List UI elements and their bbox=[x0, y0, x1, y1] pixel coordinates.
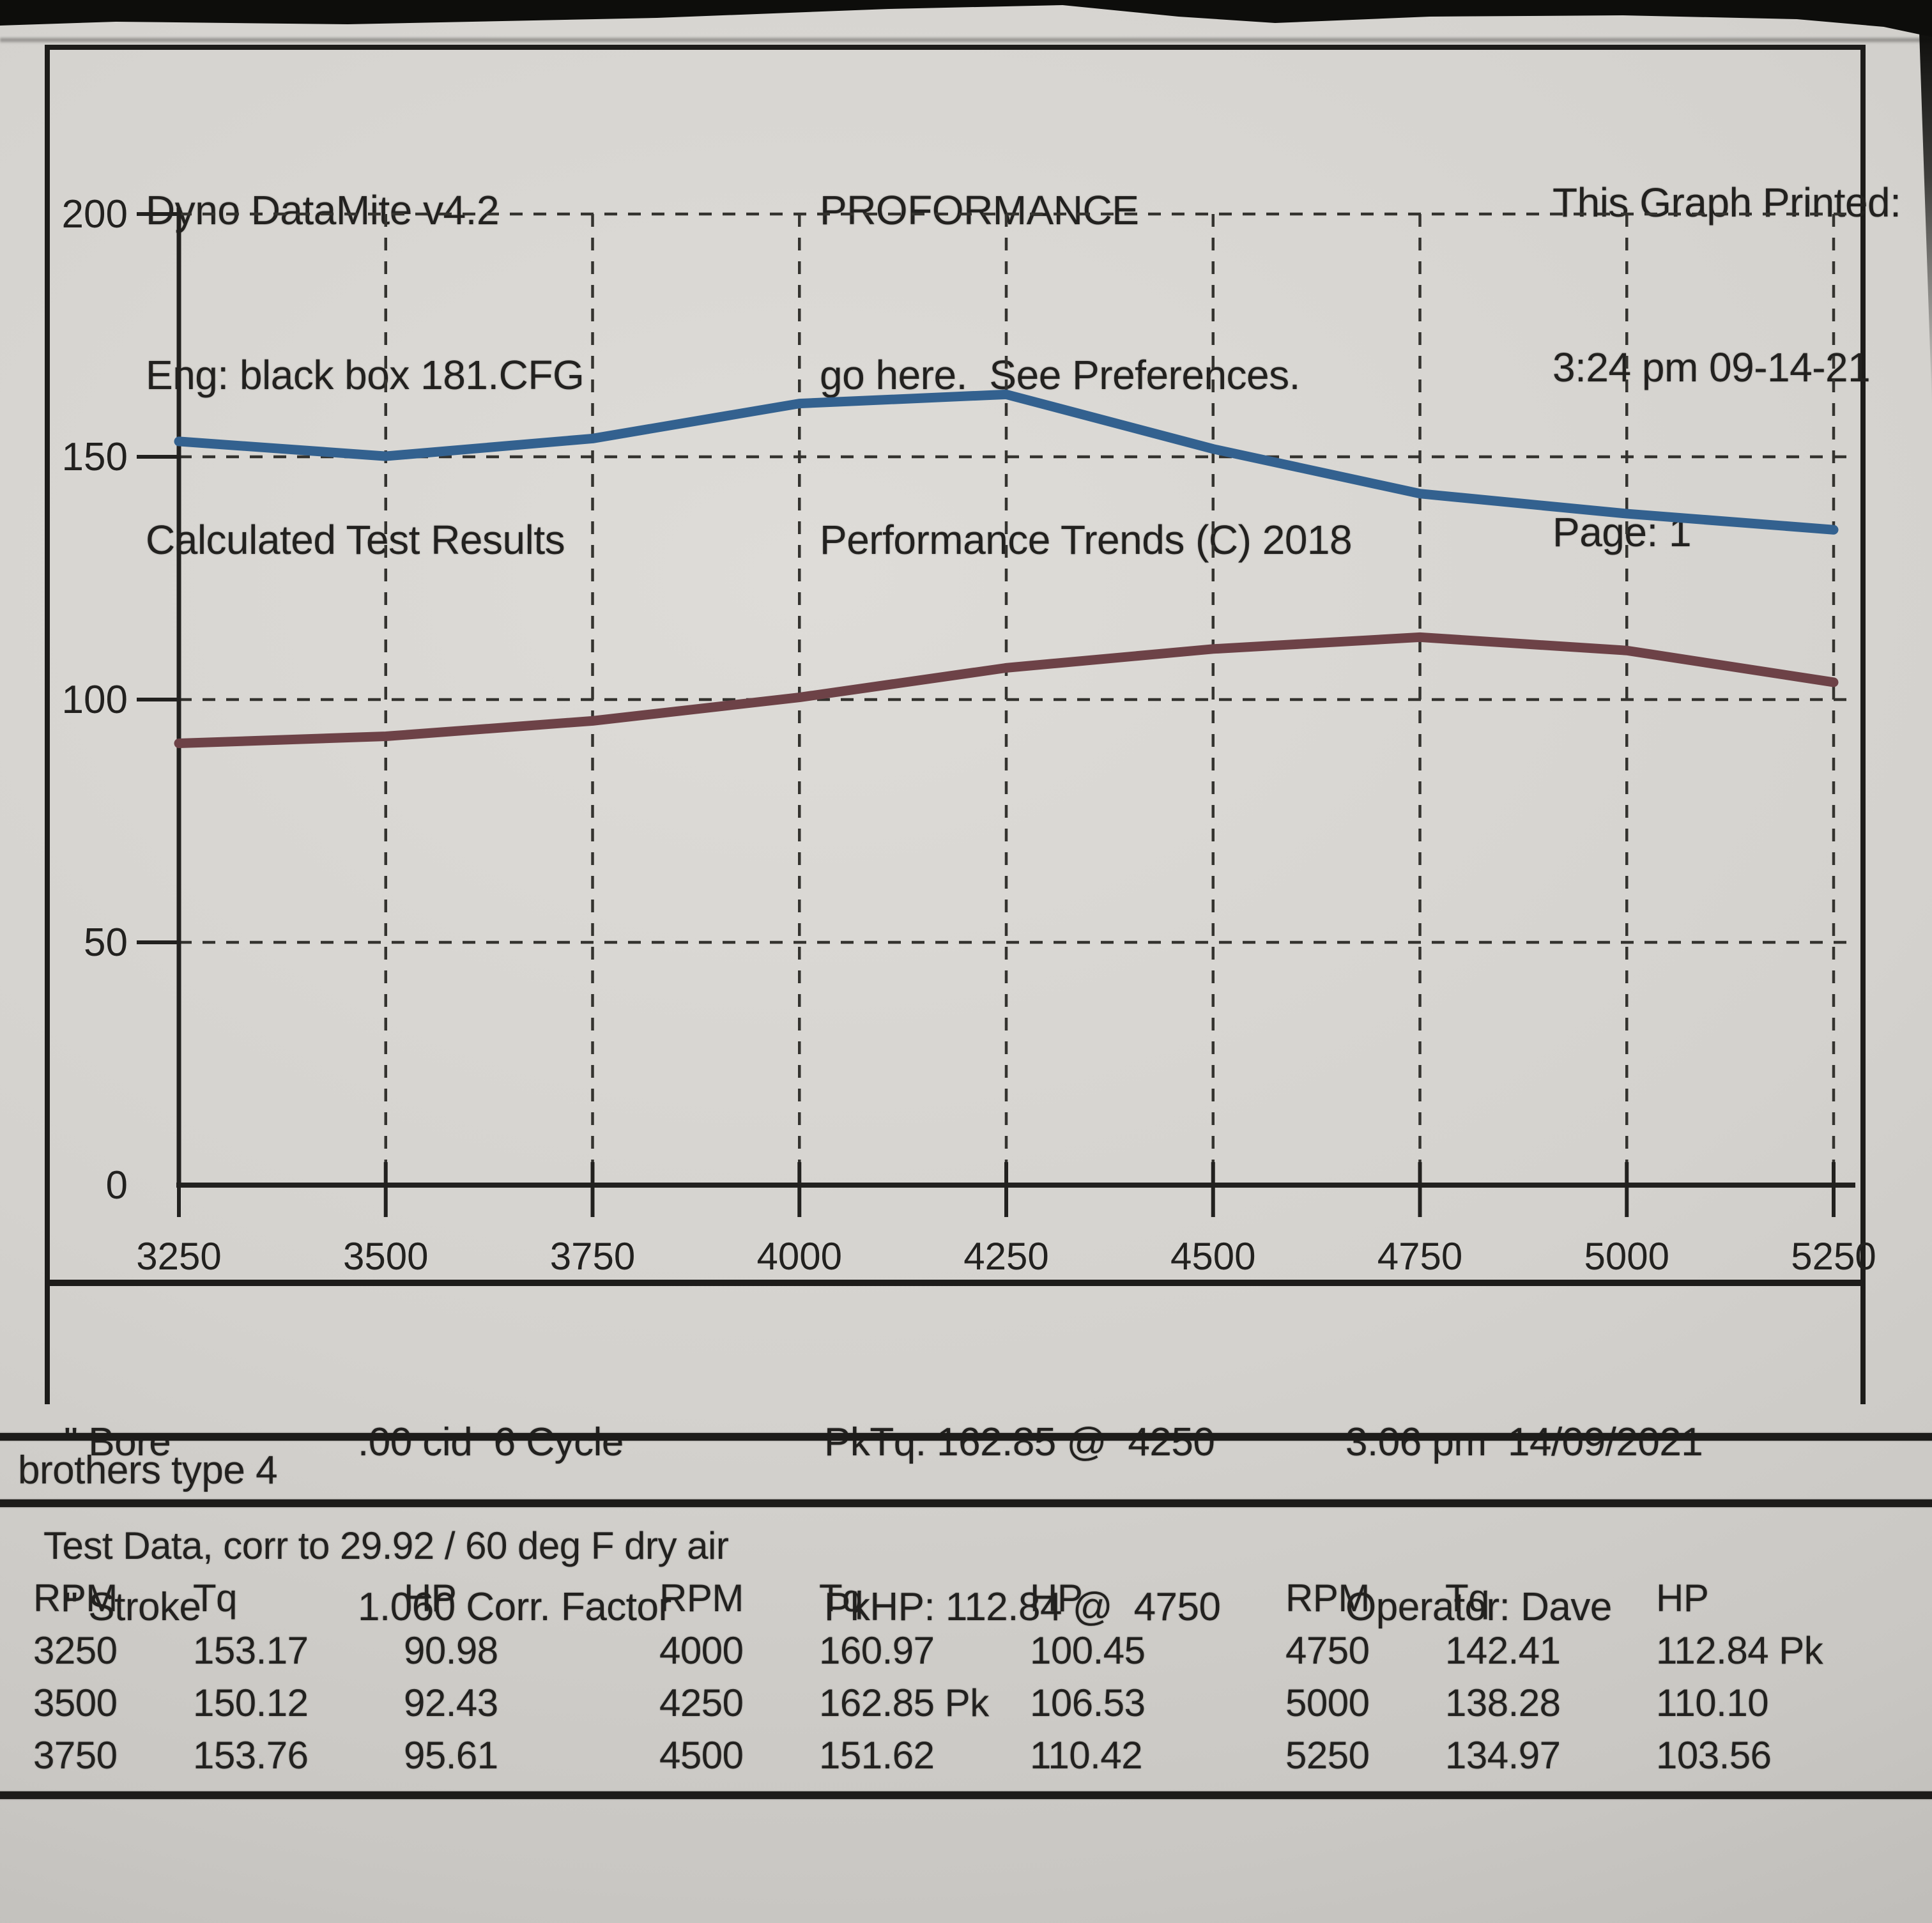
tq-cell: 138.28 bbox=[1445, 1681, 1561, 1724]
rpm-cell: 4750 bbox=[1285, 1628, 1370, 1672]
summary-row: " Bore " Stroke .00 cid 6 Cycle 1.060 Co… bbox=[50, 1286, 1860, 1629]
run-column: 3:06 pm 14/09/2021 Operator: Dave bbox=[1346, 1305, 1703, 1745]
bore-label: " Bore bbox=[64, 1420, 171, 1464]
y-tick-label: 200 bbox=[62, 192, 128, 236]
report-header-center: PROFORMANCE go here. See Preferences. Pe… bbox=[820, 73, 1353, 677]
x-tick-label: 3750 bbox=[550, 1235, 635, 1278]
x-tick-label: 4500 bbox=[1170, 1235, 1255, 1278]
engine-note: brothers type 4 bbox=[18, 1448, 278, 1492]
tq-cell: 151.62 bbox=[819, 1733, 935, 1777]
column-header-tq: Tq bbox=[193, 1576, 238, 1620]
engine-note-row: brothers type 4 bbox=[0, 1441, 1932, 1499]
app-title: Dyno DataMite v4.2 bbox=[146, 187, 500, 233]
hp-cell: 106.53 bbox=[1030, 1681, 1146, 1724]
printed-report-frame: Dyno DataMite v4.2 Eng: black box 181.CF… bbox=[45, 45, 1901, 1629]
bore-stroke-column: " Bore " Stroke bbox=[64, 1305, 201, 1745]
column-header-rpm: RPM bbox=[33, 1576, 118, 1620]
dyno-chart: 0 50 100 150 200 3250 3500 3750 4000 4250 4500 4750… bbox=[50, 188, 1876, 1278]
column-header-rpm: RPM bbox=[659, 1576, 744, 1620]
tq-cell: 142.41 bbox=[1445, 1628, 1561, 1672]
displacement-cycle: .00 cid 6 Cycle bbox=[358, 1420, 624, 1464]
tq-cell: 150.12 bbox=[193, 1681, 309, 1724]
column-header-tq: Tq bbox=[1445, 1576, 1490, 1620]
hp-curve bbox=[174, 632, 1839, 749]
tq-cell: 162.85 Pk bbox=[819, 1681, 989, 1724]
column-header-hp: HP bbox=[1656, 1576, 1709, 1620]
hp-cell: 110.10 bbox=[1656, 1681, 1769, 1724]
hp-cell: 90.98 bbox=[404, 1628, 498, 1672]
peak-torque: PkTq: 162.85 @ 4250 bbox=[824, 1420, 1215, 1464]
column-header-rpm: RPM bbox=[1285, 1576, 1370, 1620]
x-tick-label: 5000 bbox=[1584, 1235, 1669, 1278]
peaks-column: PkTq: 162.85 @ 4250 PkHP: 112.84 @ 4750 bbox=[824, 1305, 1221, 1745]
paper-crease bbox=[0, 36, 1932, 43]
rpm-cell: 3750 bbox=[33, 1733, 118, 1777]
hp-cell: 100.45 bbox=[1030, 1628, 1146, 1672]
test-data-group-1: RPM Tq HP 3250 153.17 90.98 3500 150.12 92.43 375… bbox=[33, 1572, 659, 1781]
divider-rule bbox=[0, 1791, 1932, 1799]
test-data-table: RPM Tq HP 3250 153.17 90.98 3500 150.12 92.43 375… bbox=[0, 1572, 1932, 1781]
copyright: Performance Trends (C) 2018 bbox=[820, 517, 1353, 563]
rpm-cell: 5000 bbox=[1285, 1681, 1370, 1724]
rpm-cell: 5250 bbox=[1285, 1733, 1370, 1777]
x-tick-label: 4750 bbox=[1377, 1235, 1462, 1278]
peak-horsepower: PkHP: 112.84 @ 4750 bbox=[824, 1585, 1221, 1629]
run-timestamp: 3:06 pm 14/09/2021 bbox=[1346, 1420, 1703, 1464]
x-tick-label: 3250 bbox=[136, 1235, 221, 1278]
hp-cell: 95.61 bbox=[404, 1733, 498, 1777]
stroke-label: " Stroke bbox=[64, 1585, 201, 1629]
tq-cell: 134.97 bbox=[1445, 1733, 1561, 1777]
lower-section: brothers type 4 Test Data, corr to 29.92… bbox=[0, 1433, 1932, 1799]
rpm-cell: 4500 bbox=[659, 1733, 744, 1777]
test-data-group-2: RPM Tq HP 4000 160.97 100.45 4250 162.85 Pk 106.… bbox=[659, 1572, 1285, 1781]
x-tick-label: 3500 bbox=[343, 1235, 428, 1278]
hp-cell: 92.43 bbox=[404, 1681, 498, 1724]
shop-note: go here. See Preferences. bbox=[820, 352, 1300, 398]
printed-timestamp: 3:24 pm 09-14-21 bbox=[1552, 344, 1871, 390]
x-tick-label: 5250 bbox=[1791, 1235, 1876, 1278]
divider-rule bbox=[0, 1433, 1932, 1441]
hp-cell: 112.84 Pk bbox=[1656, 1628, 1823, 1672]
y-tick-label: 150 bbox=[62, 435, 128, 479]
tq-cell: 153.17 bbox=[193, 1628, 309, 1672]
hp-cell: 110.42 bbox=[1030, 1733, 1143, 1777]
test-data-group-3: RPM Tq HP 4750 142.41 112.84 Pk 5000 138.28 110.… bbox=[1285, 1572, 1912, 1781]
rpm-cell: 4000 bbox=[659, 1628, 744, 1672]
test-data-title: Test Data, corr to 29.92 / 60 deg F dry … bbox=[43, 1524, 729, 1567]
tq-cell: 160.97 bbox=[819, 1628, 935, 1672]
rpm-cell: 3250 bbox=[33, 1628, 118, 1672]
rpm-cell: 3500 bbox=[33, 1681, 118, 1724]
operator-name: Operator: Dave bbox=[1346, 1585, 1612, 1629]
chart-section: Dyno DataMite v4.2 Eng: black box 181.CF… bbox=[50, 50, 1901, 1286]
column-header-hp: HP bbox=[404, 1576, 457, 1620]
dyno-chart-svg: 0 50 100 150 200 3250 3500 3750 4000 4250 4500 4750… bbox=[62, 192, 1876, 1278]
y-tick-label: 100 bbox=[62, 678, 128, 722]
divider-rule bbox=[0, 1499, 1932, 1507]
engine-column: .00 cid 6 Cycle 1.060 Corr. Factor bbox=[358, 1305, 671, 1745]
tq-curve bbox=[174, 389, 1839, 535]
engine-config: Eng: black box 181.CFG bbox=[146, 352, 585, 398]
y-tick-label: 50 bbox=[84, 921, 128, 965]
report-header-right: This Graph Printed: 3:24 pm 09-14-21 Pag… bbox=[1552, 65, 1901, 670]
x-tick-label: 4250 bbox=[963, 1235, 1048, 1278]
printed-label: This Graph Printed: bbox=[1552, 180, 1901, 226]
hp-cell: 103.56 bbox=[1656, 1733, 1772, 1777]
x-tick-label: 4000 bbox=[757, 1235, 842, 1278]
rpm-cell: 4250 bbox=[659, 1681, 744, 1724]
correction-factor: 1.060 Corr. Factor bbox=[358, 1585, 671, 1629]
tq-cell: 153.76 bbox=[193, 1733, 309, 1777]
y-tick-label: 0 bbox=[106, 1163, 128, 1207]
shop-name: PROFORMANCE bbox=[820, 187, 1139, 233]
column-header-hp: HP bbox=[1030, 1576, 1083, 1620]
column-header-tq: Tq bbox=[819, 1576, 864, 1620]
